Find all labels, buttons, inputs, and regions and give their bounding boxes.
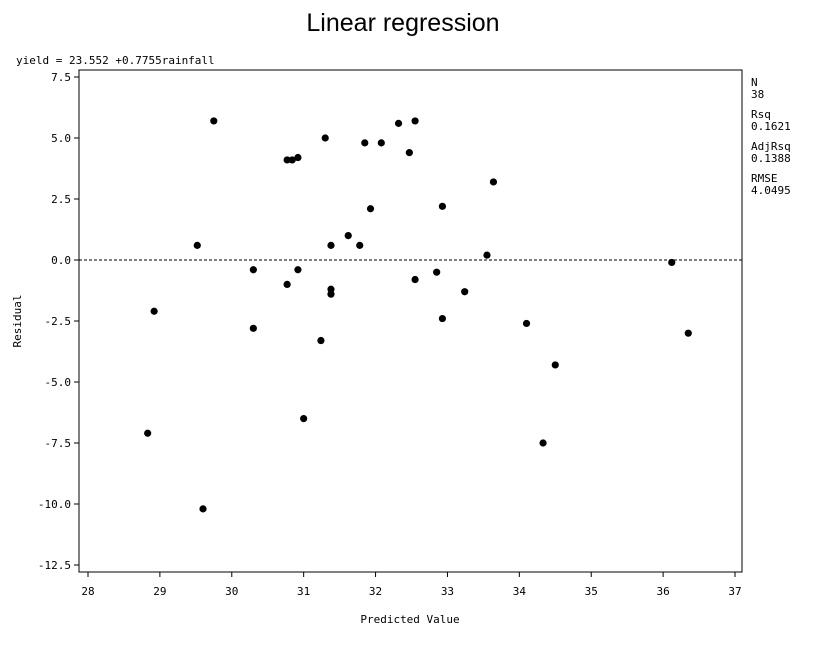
data-point xyxy=(684,329,692,337)
data-point xyxy=(366,205,375,213)
stat-label: AdjRsq xyxy=(751,140,791,153)
data-point xyxy=(668,258,676,267)
data-point xyxy=(144,429,152,437)
data-point xyxy=(539,439,547,447)
data-point xyxy=(300,415,308,423)
stat-label: RMSE xyxy=(751,172,778,185)
data-point xyxy=(249,324,257,332)
data-point xyxy=(199,505,207,513)
x-axis: 28 29 30 31 32 33 34 35 36 37 xyxy=(81,572,742,598)
data-point xyxy=(327,290,335,298)
y-tick-label: -12.5 xyxy=(38,559,71,572)
data-point xyxy=(438,314,447,323)
data-point xyxy=(317,336,325,345)
y-tick-label: -7.5 xyxy=(45,437,72,450)
x-axis-label: Predicted Value xyxy=(360,613,459,626)
y-tick-label: 2.5 xyxy=(51,193,71,206)
stat-value: 0.1388 xyxy=(751,152,791,165)
data-point xyxy=(361,139,369,147)
regression-equation: yield = 23.552 +0.7755rainfall xyxy=(16,54,215,67)
data-point xyxy=(294,153,302,162)
data-point xyxy=(411,117,419,125)
stat-value: 0.1621 xyxy=(751,120,791,133)
x-tick-label: 34 xyxy=(513,585,527,598)
data-point xyxy=(344,232,352,240)
y-tick-label: 5.0 xyxy=(51,132,71,145)
data-point xyxy=(327,241,335,249)
data-point xyxy=(321,134,329,142)
y-tick-label: -10.0 xyxy=(38,498,71,511)
data-point xyxy=(394,119,403,127)
x-tick-label: 36 xyxy=(656,585,669,598)
data-point xyxy=(438,202,447,210)
data-point xyxy=(210,117,218,125)
data-point xyxy=(461,288,469,296)
data-point xyxy=(411,275,419,284)
x-tick-label: 31 xyxy=(297,585,310,598)
data-point xyxy=(551,361,559,369)
data-point xyxy=(356,241,364,249)
stat-label: N xyxy=(751,76,758,89)
data-point xyxy=(377,139,385,147)
y-tick-label: -2.5 xyxy=(45,315,72,328)
y-axis: 7.5 5.0 2.5 0.0 -2.5 -5.0 -7.5 -10.0 -12.5 xyxy=(38,71,79,572)
data-point xyxy=(283,156,291,164)
data-point xyxy=(150,307,158,315)
stat-value: 4.0495 xyxy=(751,184,791,197)
x-tick-label: 28 xyxy=(81,585,94,598)
x-tick-label: 35 xyxy=(585,585,598,598)
x-tick-label: 30 xyxy=(225,585,238,598)
y-axis-label: Residual xyxy=(11,295,24,348)
data-point xyxy=(193,241,201,249)
data-point xyxy=(522,319,531,328)
x-tick-label: 33 xyxy=(441,585,454,598)
stat-label: Rsq xyxy=(751,108,771,121)
y-tick-label: 7.5 xyxy=(51,71,71,84)
data-point xyxy=(249,266,257,274)
y-tick-label: 0.0 xyxy=(51,254,71,267)
data-points xyxy=(144,117,692,513)
plot-area-frame xyxy=(78,69,743,573)
data-point xyxy=(283,280,291,288)
data-point xyxy=(483,251,491,259)
data-point xyxy=(433,268,441,276)
x-tick-label: 29 xyxy=(153,585,166,598)
x-tick-label: 37 xyxy=(728,585,741,598)
y-tick-label: -5.0 xyxy=(45,376,72,389)
data-point xyxy=(294,266,302,274)
data-point xyxy=(288,156,296,164)
chart-title: Linear regression xyxy=(306,9,499,37)
x-tick-label: 32 xyxy=(369,585,382,598)
stat-value: 38 xyxy=(751,88,764,101)
data-point xyxy=(405,149,413,157)
data-point xyxy=(489,178,498,186)
